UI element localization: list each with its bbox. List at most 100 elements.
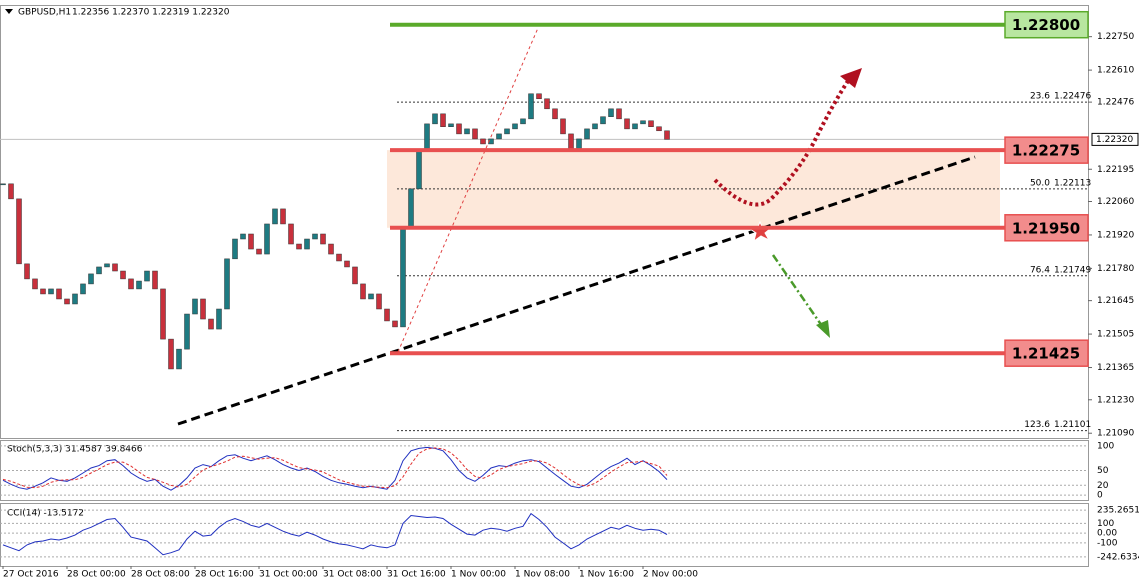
candle [336, 253, 342, 262]
level-box [1004, 10, 1089, 39]
y-tick-label: 0 [1097, 491, 1103, 501]
x-tick-label: 31 Oct 08:00 [323, 570, 382, 580]
level-label: 1.22800 [1012, 16, 1080, 34]
candle [56, 288, 62, 300]
down-arrowhead [816, 320, 830, 338]
candle [536, 93, 542, 100]
level-box [1004, 136, 1089, 164]
fib-ratio: 23.6 [1030, 92, 1050, 102]
candle [376, 293, 382, 310]
candle [552, 108, 558, 120]
candle [608, 108, 614, 117]
candle [16, 198, 22, 265]
x-tick-label: 28 Oct 08:00 [131, 570, 190, 580]
fib-line [397, 27, 539, 353]
candle [280, 208, 286, 225]
level-label: 1.21950 [1012, 219, 1080, 237]
ohlc: 1.22356 1.22370 1.22319 1.22320 [72, 8, 230, 18]
candle [24, 263, 30, 280]
candle [48, 288, 54, 295]
y-tick-label: 1.22750 [1097, 32, 1134, 42]
candle [496, 133, 502, 140]
y-tick-label: 1.21645 [1097, 296, 1134, 306]
candle [384, 308, 390, 322]
candle [128, 278, 134, 290]
x-tick-label: 28 Oct 00:00 [67, 570, 126, 580]
x-tick-label: 1 Nov 16:00 [579, 570, 634, 580]
candle [648, 120, 654, 127]
y-tick-label: 235.2651 [1097, 506, 1139, 516]
cci-title: CCI(14) -13.5172 [7, 509, 84, 519]
candle [88, 273, 94, 285]
fib-ratio: 76.4 [1030, 265, 1050, 275]
candle [152, 270, 158, 290]
candle [512, 123, 518, 130]
candle [632, 123, 638, 130]
candle [504, 128, 510, 135]
fib-ratio: 123.6 [1024, 420, 1050, 430]
candle [40, 288, 46, 295]
candle [168, 338, 174, 370]
candle [176, 348, 182, 370]
candle [472, 128, 478, 140]
y-tick-label: 20 [1097, 481, 1109, 491]
up-arrow [713, 76, 852, 207]
candle [320, 233, 326, 245]
up-arrowhead [840, 68, 862, 88]
candle [80, 283, 86, 295]
y-tick-label: 100 [1097, 519, 1114, 529]
candle [232, 238, 238, 260]
current-price-box [1091, 132, 1139, 146]
candle [520, 118, 526, 125]
candle [144, 270, 150, 282]
candle [72, 293, 78, 305]
candle [544, 98, 550, 110]
fib-price: 1.22476 [1054, 92, 1091, 102]
x-tick-label: 27 Oct 2016 [3, 570, 59, 580]
candle [368, 293, 374, 300]
x-tick-label: 31 Oct 00:00 [259, 570, 318, 580]
candle [296, 243, 302, 250]
candle [264, 223, 270, 255]
candle [136, 280, 142, 290]
candle [216, 308, 222, 330]
indicator-line [2, 512, 668, 556]
candle [616, 108, 622, 120]
candle [424, 123, 430, 150]
candle [360, 283, 366, 300]
candle [104, 263, 110, 268]
fib-price: 1.21749 [1054, 265, 1091, 275]
candle [352, 266, 358, 285]
candle [312, 233, 318, 240]
candle [400, 228, 406, 328]
y-tick-label: 100 [1097, 441, 1114, 451]
candle [440, 113, 446, 127]
indicator-line [2, 446, 668, 491]
down-arrow [771, 254, 824, 327]
y-tick-label: 50 [1097, 466, 1109, 476]
candle [192, 298, 198, 315]
symbol: GBPUSD,H1 [18, 8, 71, 18]
candle [224, 258, 230, 310]
fib-price: 1.22113 [1054, 178, 1091, 188]
candle [560, 118, 566, 135]
candle [288, 223, 294, 245]
candle [640, 120, 646, 125]
y-tick-label: 1.21090 [1097, 429, 1134, 439]
candle [584, 128, 590, 140]
x-tick-label: 2 Nov 00:00 [643, 570, 698, 580]
candle [432, 113, 438, 125]
y-tick-label: 1.21230 [1097, 395, 1134, 405]
candle [408, 188, 414, 230]
y-tick-label: 1.22476 [1097, 98, 1134, 108]
y-tick-label: 1.21365 [1097, 363, 1134, 373]
y-tick-label: 1.21780 [1097, 264, 1134, 274]
candle [64, 298, 70, 305]
candles [0, 93, 670, 370]
y-tick-label: -242.6334 [1097, 552, 1139, 562]
candle [112, 263, 118, 272]
x-tick-label: 1 Nov 00:00 [451, 570, 506, 580]
candle [456, 123, 462, 135]
